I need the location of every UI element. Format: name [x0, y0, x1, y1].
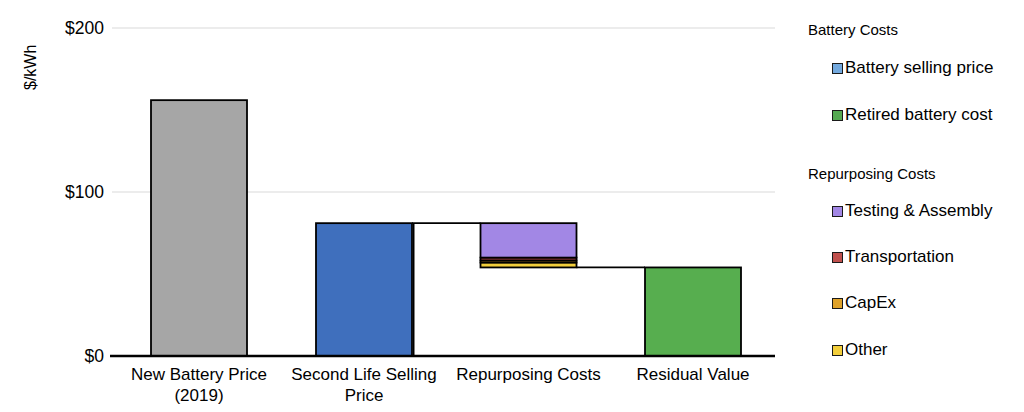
legend-swatch-capex — [832, 298, 843, 309]
stacked-segment-testing-assembly — [481, 223, 577, 257]
legend-item-label: Other — [845, 340, 888, 360]
chart-legend: Battery Costs Battery selling price Reti… — [808, 0, 1022, 412]
x-axis-label-second-life-selling-price: Second Life Selling — [291, 365, 437, 384]
legend-swatch-retired-battery-cost — [832, 110, 843, 121]
legend-item-label: Transportation — [845, 247, 954, 267]
legend-item-battery-selling-price: Battery selling price — [832, 58, 993, 78]
bar-residual-value — [645, 267, 741, 356]
legend-item-transportation: Transportation — [832, 247, 954, 267]
x-axis-label-repurposing-costs: Repurposing Costs — [456, 365, 601, 384]
legend-swatch-testing-assembly — [832, 206, 843, 217]
bar-new-battery-price — [151, 100, 247, 356]
legend-swatch-transportation — [832, 252, 843, 263]
chart-panel: $/kWh $0 $100 $200 New Battery Price (2019) S… — [0, 0, 1024, 412]
y-tick-label-200: $200 — [65, 18, 104, 38]
legend-item-label: Retired battery cost — [845, 105, 992, 125]
legend-item-label: Battery selling price — [845, 58, 993, 78]
legend-group-header-repurposing-costs: Repurposing Costs — [808, 164, 936, 184]
legend-item-label: CapEx — [845, 293, 896, 313]
bar-second-life-selling-price — [316, 223, 412, 356]
legend-swatch-battery-selling-price — [832, 63, 843, 74]
legend-swatch-other — [832, 345, 843, 356]
legend-item-testing-assembly: Testing & Assembly — [832, 201, 992, 221]
legend-group-header-battery-costs: Battery Costs — [808, 20, 898, 40]
y-tick-label-0: $0 — [85, 346, 105, 366]
legend-item-capex: CapEx — [832, 293, 896, 313]
legend-item-other: Other — [832, 340, 888, 360]
y-axis-title: $/kWh — [22, 45, 39, 90]
legend-item-retired-battery-cost: Retired battery cost — [832, 105, 992, 125]
x-axis-label-residual-value: Residual Value — [636, 365, 749, 384]
x-axis-label-new-battery-price: New Battery Price — [131, 365, 267, 384]
x-axis-label-new-battery-price: (2019) — [174, 386, 223, 405]
y-tick-label-100: $100 — [65, 182, 104, 202]
x-axis-label-second-life-selling-price: Price — [345, 386, 384, 405]
legend-item-label: Testing & Assembly — [845, 201, 992, 221]
